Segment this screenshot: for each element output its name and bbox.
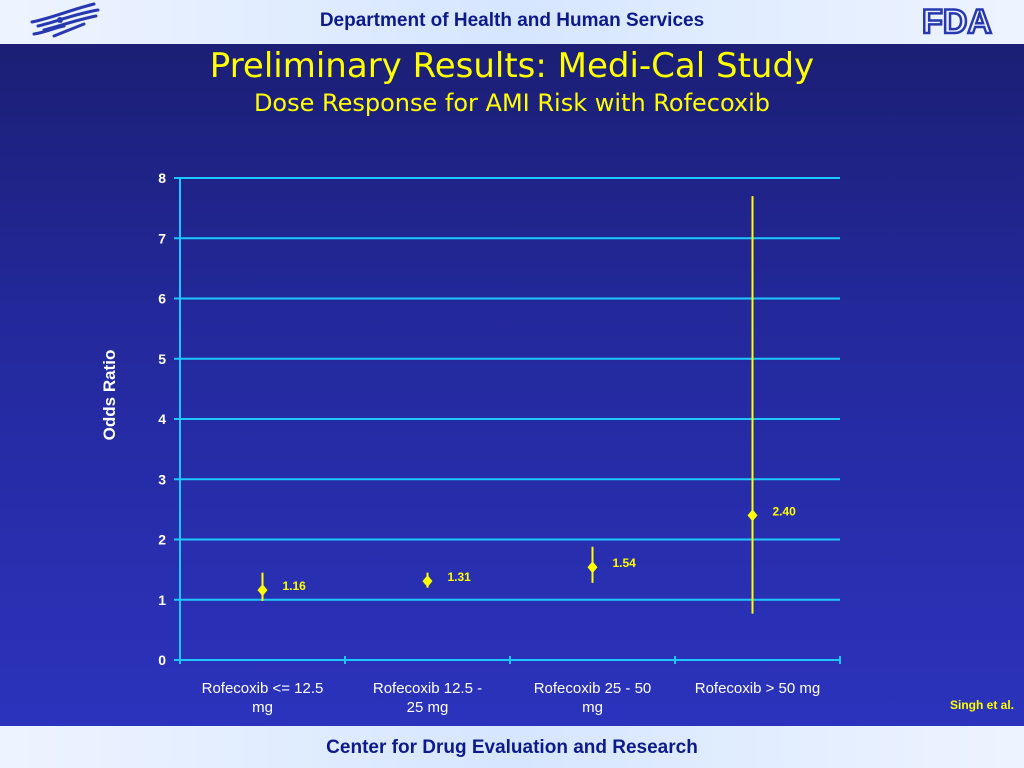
- data-label-0: 1.16: [283, 579, 307, 593]
- y-tick-labels: 0 1 2 3 4 5 6 7 8: [158, 170, 166, 668]
- point-marker-2: [587, 561, 598, 574]
- point-marker-0: [257, 584, 268, 597]
- x-tick-label-1: Rofecoxib 12.5 -25 mg: [373, 680, 482, 716]
- y-tick-label-5: 5: [158, 351, 166, 367]
- footer-title: Center for Drug Evaluation and Research: [326, 737, 698, 758]
- footer-bar: Center for Drug Evaluation and Research: [0, 726, 1024, 768]
- data-marks: 1.16 1.31 1.54 2.40: [257, 196, 797, 614]
- agency-name: Department of Health and Human Services: [319, 10, 705, 31]
- y-tick-label-2: 2: [158, 532, 166, 548]
- x-tick-label-2: Rofecoxib 25 - 50 mg: [534, 680, 652, 716]
- y-tick-label-4: 4: [158, 411, 166, 427]
- fda-logo: FDA: [921, 4, 993, 38]
- y-tick-label-8: 8: [158, 170, 166, 186]
- y-tick-label-3: 3: [158, 471, 166, 487]
- point-marker-1: [422, 575, 433, 588]
- slide-title: Preliminary Results: Medi-Cal Study: [209, 46, 815, 86]
- y-tick-label-1: 1: [158, 592, 166, 608]
- data-label-1: 1.31: [448, 570, 472, 584]
- y-tick-label-6: 6: [158, 291, 166, 307]
- x-tick-label-0: Rofecoxib <= 12.5 mg: [202, 680, 324, 716]
- citation: Singh et al.: [949, 698, 1014, 712]
- y-axis-label: Odds Ratio: [100, 350, 119, 441]
- x-tick-label-3: Rofecoxib > 50 mg: [695, 680, 821, 697]
- slide-subtitle: Dose Response for AMI Risk with Rofecoxi…: [253, 89, 771, 117]
- grid-lines: [180, 177, 840, 601]
- header-bar: Department of Health and Human Services …: [0, 0, 1024, 44]
- point-marker-3: [747, 509, 758, 522]
- axes: [174, 177, 841, 664]
- y-tick-label-0: 0: [158, 652, 166, 668]
- fda-logo-text: FDA: [922, 4, 992, 38]
- data-label-2: 1.54: [613, 556, 637, 570]
- hhs-eagle-logo: [30, 2, 100, 38]
- data-label-3: 2.40: [773, 504, 797, 518]
- y-tick-label-7: 7: [158, 230, 166, 246]
- x-tick-labels: Rofecoxib <= 12.5 mg Rofecoxib 12.5 -25 mg…: [202, 680, 821, 716]
